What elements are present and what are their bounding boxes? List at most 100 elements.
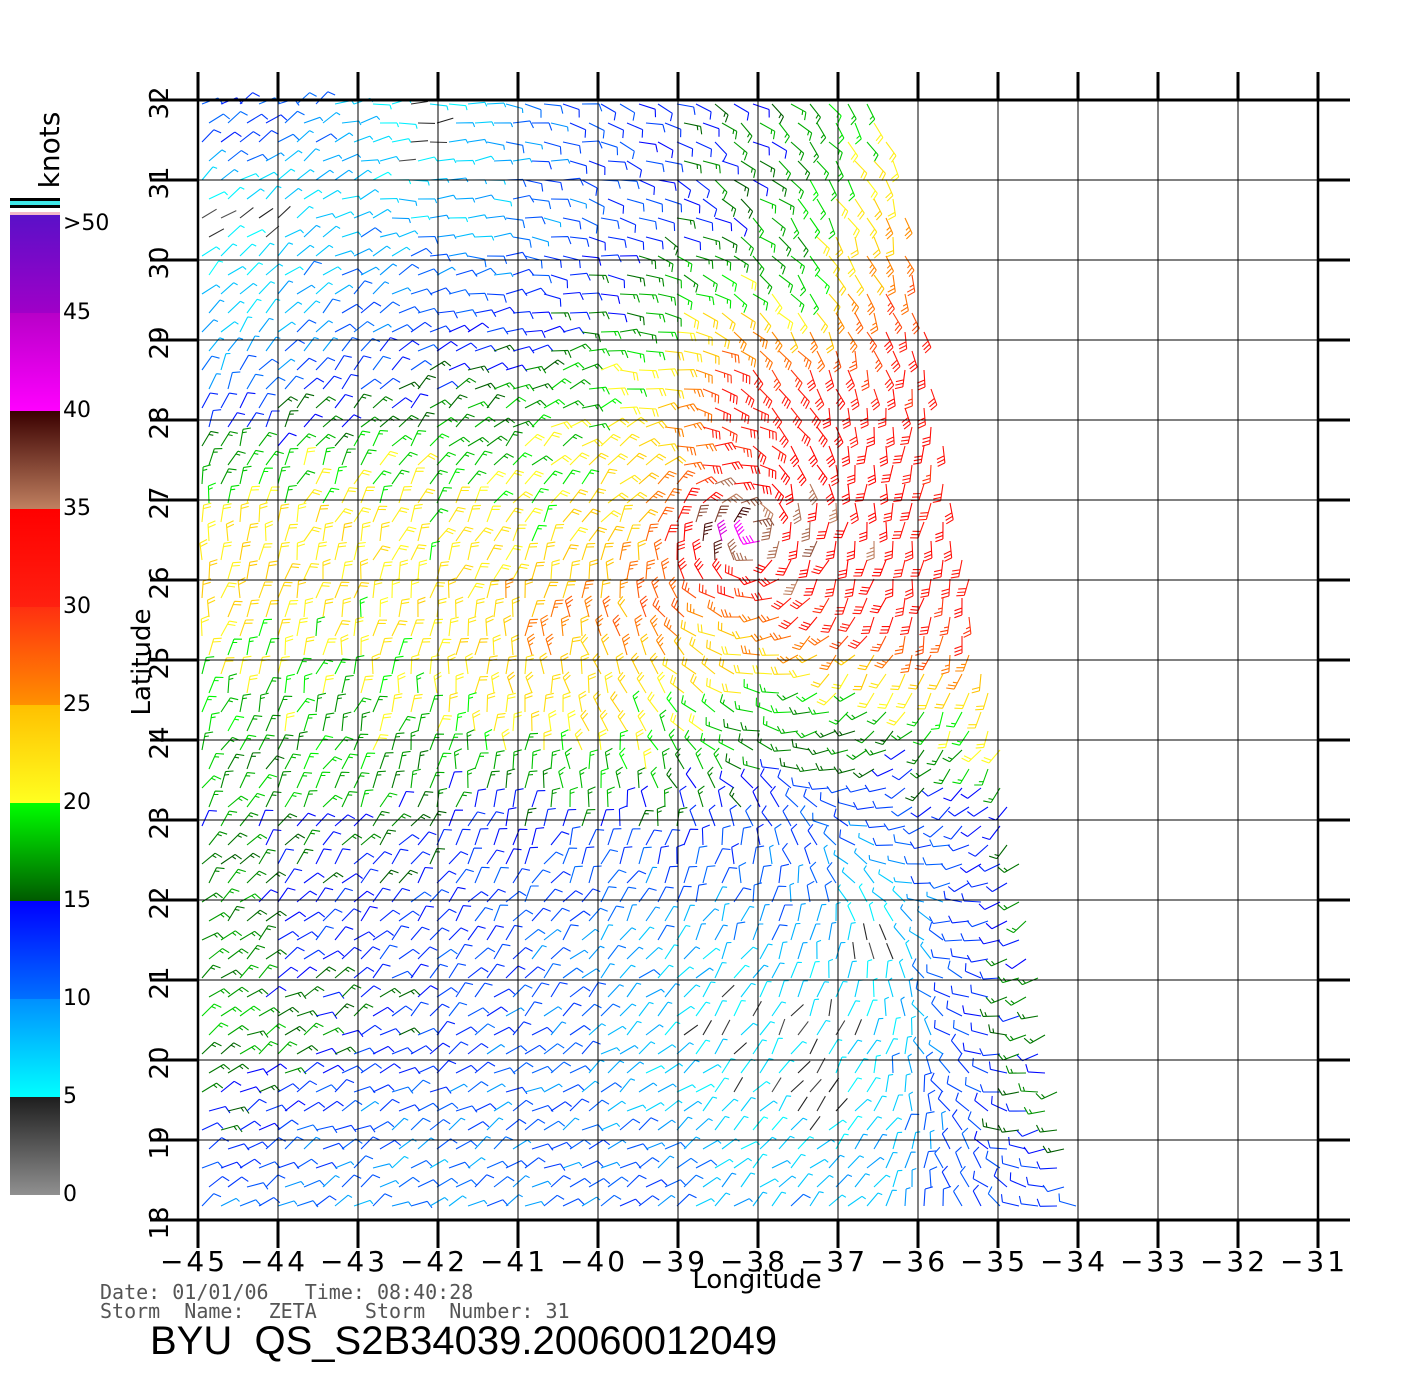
wind-barb bbox=[372, 770, 386, 789]
wind-barb bbox=[792, 635, 811, 651]
wind-barb bbox=[315, 468, 332, 485]
wind-barb bbox=[296, 1158, 319, 1169]
wind-barb bbox=[493, 828, 508, 846]
wind-barb bbox=[379, 377, 401, 390]
wind-barb bbox=[493, 1067, 516, 1075]
wind-barb bbox=[455, 342, 478, 352]
wind-barb bbox=[626, 828, 641, 846]
wind-barb bbox=[379, 869, 399, 884]
wind-barb bbox=[664, 236, 679, 256]
wind-barb bbox=[639, 595, 648, 618]
wind-barb bbox=[1009, 1172, 1027, 1188]
wind-barb bbox=[372, 963, 391, 979]
wind-barb bbox=[681, 656, 697, 675]
wind-barb bbox=[776, 692, 799, 701]
wind-barb bbox=[277, 734, 294, 751]
wind-barb bbox=[695, 443, 718, 452]
wind-barb bbox=[524, 691, 533, 712]
wind-barb bbox=[885, 236, 895, 258]
wind-barb bbox=[360, 266, 380, 276]
wind-barb bbox=[619, 964, 636, 979]
wind-barb bbox=[740, 312, 756, 331]
wind-barb bbox=[277, 581, 293, 599]
wind-barb bbox=[943, 825, 963, 840]
wind-barb bbox=[635, 728, 644, 751]
wind-barb bbox=[910, 483, 925, 502]
wind-barb bbox=[689, 636, 704, 656]
wind-barb bbox=[828, 1038, 843, 1055]
wind-barb bbox=[353, 541, 366, 561]
wind-barb bbox=[227, 371, 241, 390]
x-tick-label: −44 bbox=[239, 1245, 309, 1278]
wind-barb bbox=[721, 1172, 737, 1188]
wind-barb bbox=[455, 1026, 478, 1036]
wind-barb bbox=[265, 910, 287, 922]
wind-barb bbox=[372, 135, 393, 143]
wind-barb bbox=[955, 1092, 970, 1112]
wind-barb bbox=[448, 616, 459, 637]
wind-barb bbox=[790, 293, 805, 313]
wind-barb bbox=[835, 1133, 849, 1150]
wind-barb bbox=[493, 122, 514, 128]
wind-barb bbox=[580, 615, 589, 637]
wind-barb bbox=[315, 848, 332, 865]
wind-barb bbox=[315, 320, 333, 333]
wind-barb bbox=[714, 1158, 734, 1169]
wind-barb bbox=[436, 561, 450, 580]
y-tick-label: 19 bbox=[145, 1126, 175, 1160]
wind-barb bbox=[550, 1021, 567, 1036]
wind-barb bbox=[638, 1195, 660, 1207]
wind-barb bbox=[265, 637, 280, 656]
wind-barb bbox=[322, 522, 334, 542]
wind-barb bbox=[429, 325, 452, 333]
wind-barb bbox=[795, 692, 818, 703]
wind-barb bbox=[757, 614, 780, 623]
wind-barb bbox=[626, 982, 642, 998]
wind-barb bbox=[512, 346, 535, 354]
wind-barb bbox=[733, 506, 751, 523]
wind-barb bbox=[733, 217, 748, 237]
wind-barb bbox=[820, 616, 837, 633]
wind-barb bbox=[569, 1177, 592, 1188]
wind-barb bbox=[809, 861, 818, 884]
colorbar-band bbox=[10, 509, 60, 607]
wind-barb bbox=[322, 298, 341, 314]
wind-barb bbox=[657, 1001, 673, 1017]
wind-barb bbox=[948, 915, 970, 924]
wind-barb bbox=[237, 577, 246, 599]
wind-barb bbox=[702, 426, 721, 440]
wind-barb bbox=[721, 493, 744, 504]
wind-barb bbox=[742, 756, 761, 770]
wind-barb bbox=[512, 491, 533, 504]
wind-barb bbox=[873, 1054, 881, 1074]
wind-barb bbox=[455, 122, 476, 128]
wind-barb bbox=[505, 364, 528, 372]
wind-barb bbox=[542, 767, 551, 789]
wind-barb bbox=[607, 312, 628, 323]
wind-barb bbox=[220, 810, 238, 827]
wind-barb bbox=[410, 619, 425, 637]
x-axis-title: Longitude bbox=[692, 1265, 822, 1295]
wind-barb bbox=[733, 481, 755, 491]
wind-barb bbox=[828, 179, 837, 202]
wind-barb bbox=[872, 977, 878, 998]
wind-barb bbox=[550, 1061, 572, 1074]
wind-barb bbox=[695, 476, 718, 485]
wind-barb bbox=[713, 539, 723, 561]
wind-barb bbox=[607, 1060, 625, 1074]
wind-barb bbox=[676, 179, 692, 199]
wind-barb bbox=[866, 959, 873, 979]
wind-barb bbox=[258, 171, 278, 181]
wind-barb bbox=[852, 673, 868, 691]
wind-barb bbox=[239, 1086, 262, 1094]
wind-barb bbox=[1005, 1103, 1027, 1112]
wind-barb bbox=[679, 785, 687, 808]
wind-barb bbox=[581, 1003, 602, 1017]
wind-barb bbox=[562, 671, 571, 694]
wind-barb bbox=[581, 179, 598, 196]
wind-barb bbox=[645, 947, 663, 960]
wind-barb bbox=[524, 577, 534, 599]
wind-barb bbox=[626, 491, 648, 504]
wind-barb bbox=[315, 433, 336, 447]
wind-barb bbox=[600, 767, 609, 789]
